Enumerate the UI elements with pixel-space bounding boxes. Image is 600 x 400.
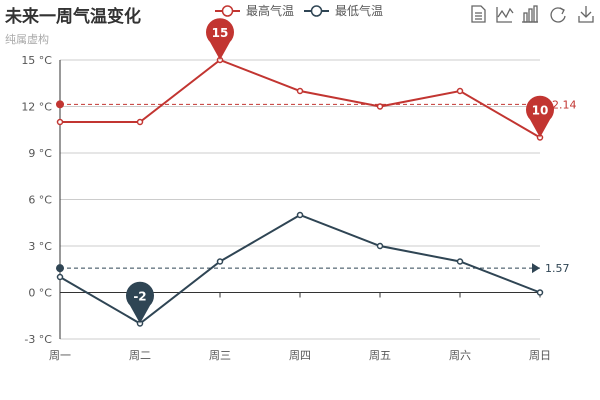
average-lines: 12.141.57 xyxy=(56,98,577,275)
toolbox xyxy=(471,5,594,23)
data-point[interactable] xyxy=(536,289,544,296)
y-axis: -3 °C 0 °C 3 °C 6 °C 9 °C 12 °C 15 °C xyxy=(21,54,61,346)
data-point[interactable] xyxy=(376,103,384,110)
markpoint-max-0: 15 xyxy=(206,18,235,60)
data-view-icon[interactable] xyxy=(471,5,486,23)
data-point[interactable] xyxy=(56,273,64,281)
legend-item-high[interactable]: 最高气温 xyxy=(215,3,294,18)
markpoint-min-0-shape xyxy=(526,95,554,138)
legend-label-low: 最低气温 xyxy=(335,3,383,18)
y-tick-label-15: 15 °C xyxy=(21,54,52,67)
data-point[interactable] xyxy=(136,118,144,126)
x-tick-label: 周四 xyxy=(289,349,311,362)
x-tick-label: 周日 xyxy=(529,349,551,362)
x-tick-label: 周一 xyxy=(49,349,71,362)
data-point[interactable] xyxy=(376,242,384,250)
data-point[interactable] xyxy=(56,118,64,126)
average-line-start-1 xyxy=(56,264,64,273)
chart-title: 未来一周气温变化 xyxy=(4,6,141,27)
y-tick-label-0: 0 °C xyxy=(28,287,52,300)
chart-subtitle: 纯属虚构 xyxy=(5,32,49,46)
y-tick-label-3: 3 °C xyxy=(28,240,52,253)
data-point[interactable] xyxy=(296,87,304,95)
markpoint-min-0-label: 10 xyxy=(532,104,549,118)
average-line-start-0 xyxy=(56,100,64,109)
data-point[interactable] xyxy=(456,87,464,95)
markpoint-min-1-shape xyxy=(126,281,154,324)
restore-icon[interactable] xyxy=(550,7,566,23)
y-tick-label-6: 6 °C xyxy=(28,194,52,207)
legend-label-high: 最高气温 xyxy=(246,3,294,18)
save-image-icon[interactable] xyxy=(578,6,594,23)
markpoints: 15 10 -2 xyxy=(126,18,554,324)
x-tick-label: 周二 xyxy=(129,349,151,362)
bar-chart-icon[interactable] xyxy=(522,5,538,23)
data-point[interactable] xyxy=(216,258,224,265)
markpoint-max-0-shape xyxy=(206,18,235,60)
data-point[interactable] xyxy=(296,211,304,219)
markpoint-min-1: -2 xyxy=(126,281,154,324)
legend: 最高气温 最低气温 xyxy=(215,3,383,18)
data-point[interactable] xyxy=(456,258,464,265)
x-axis: 周一 周二 周三 周四 周五 周六 周日 xyxy=(49,292,551,362)
legend-item-low[interactable]: 最低气温 xyxy=(304,3,383,18)
markpoint-min-0: 10 xyxy=(526,95,554,138)
x-tick-label: 周五 xyxy=(369,349,391,362)
x-tick-label: 周三 xyxy=(209,349,231,362)
y-tick-label-12: 12 °C xyxy=(21,101,52,114)
line-chart-icon[interactable] xyxy=(496,7,514,23)
grid-lines xyxy=(60,59,540,340)
y-tick-label--3: -3 °C xyxy=(24,333,52,346)
y-tick-label-9: 9 °C xyxy=(28,147,52,160)
x-tick-label: 周六 xyxy=(449,349,471,362)
average-label-1: 1.57 xyxy=(545,262,570,275)
average-line-arrow-1 xyxy=(532,263,540,274)
markpoint-max-0-label: 15 xyxy=(212,26,229,40)
markpoint-min-1-label: -2 xyxy=(133,290,146,304)
series-line-0 xyxy=(60,58,541,139)
